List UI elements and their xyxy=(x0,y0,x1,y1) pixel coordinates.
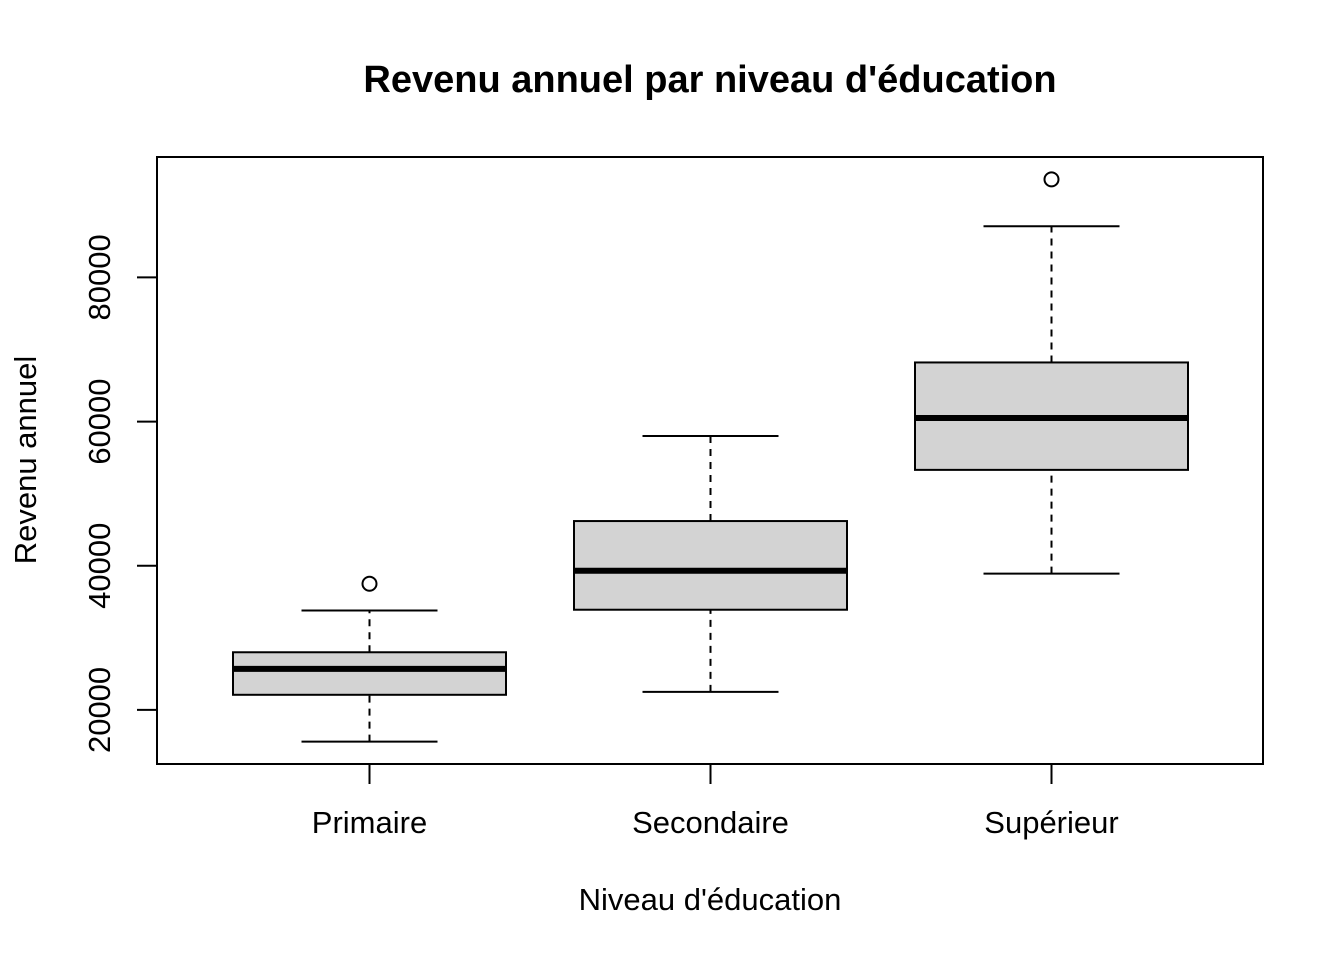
y-tick-label: 20000 xyxy=(82,667,117,753)
box-group-supérieur xyxy=(914,171,1189,575)
y-tick-label: 60000 xyxy=(82,378,117,464)
box-group-secondaire xyxy=(573,434,848,693)
chart-marks xyxy=(232,171,1189,743)
x-tick-label: Secondaire xyxy=(632,805,789,840)
outlier-point xyxy=(361,575,378,592)
outlier-point xyxy=(1043,171,1060,188)
y-axis-label: Revenu annuel xyxy=(8,356,43,565)
box-group-primaire xyxy=(232,575,507,743)
x-axis: Primaire Secondaire Supérieur xyxy=(312,764,1119,840)
y-tick-label: 80000 xyxy=(82,234,117,320)
iqr-box xyxy=(232,651,507,696)
x-tick-label: Primaire xyxy=(312,805,427,840)
iqr-box xyxy=(573,520,848,611)
x-tick-label: Supérieur xyxy=(984,805,1118,840)
y-axis: 20000 40000 60000 80000 xyxy=(82,234,158,753)
x-axis-label: Niveau d'éducation xyxy=(579,882,842,917)
y-tick-label: 40000 xyxy=(82,523,117,609)
chart-title: Revenu annuel par niveau d'éducation xyxy=(363,59,1056,101)
